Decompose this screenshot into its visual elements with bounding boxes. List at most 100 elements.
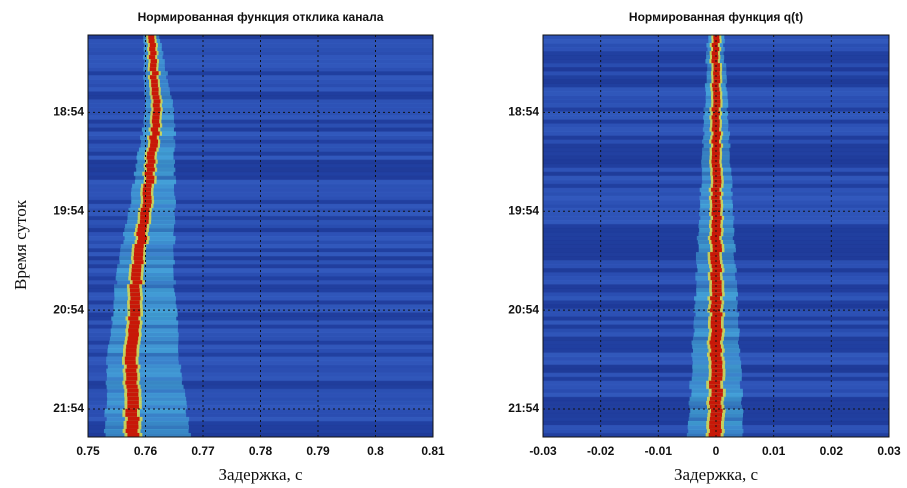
heatmap-core	[130, 300, 140, 305]
heatmap-core	[714, 67, 720, 72]
heatmap-core	[713, 75, 720, 80]
heatmap-core	[711, 59, 717, 64]
heatmap-core	[713, 91, 720, 96]
x-axis-label: Задержка, с	[674, 465, 759, 484]
chart-title: Нормированная функция q(t)	[629, 10, 803, 24]
heatmap-core	[711, 196, 719, 201]
y-tick-label: 18:54	[53, 105, 84, 119]
heatmap-core	[152, 119, 159, 124]
x-tick-label: 0.77	[191, 444, 215, 458]
heatmap-core	[713, 192, 721, 197]
heatmap-core	[712, 204, 721, 209]
heatmap-core	[148, 160, 156, 165]
heatmap-halo	[107, 377, 183, 382]
x-tick-label: 0.78	[249, 444, 273, 458]
heatmap-core	[128, 328, 138, 333]
heatmap-core	[150, 67, 156, 72]
heatmap-core	[711, 140, 719, 145]
heatmap-halo	[106, 381, 182, 386]
heatmap-core	[147, 168, 155, 173]
heatmap-core	[711, 393, 722, 398]
heatmap-core	[143, 192, 151, 197]
heatmap-core	[126, 349, 137, 354]
heatmap-core	[128, 316, 138, 321]
heatmap-core	[128, 337, 139, 342]
heatmap-core	[127, 425, 139, 430]
heatmap-core	[713, 248, 722, 253]
heatmap-core	[149, 148, 157, 153]
heatmap-core	[127, 397, 138, 402]
heatmap-halo	[110, 337, 179, 342]
heatmap-core	[130, 284, 140, 289]
heatmap-core	[149, 136, 157, 141]
heatmap-core	[712, 115, 719, 120]
x-tick-label: -0.01	[645, 444, 673, 458]
heatmap-core	[125, 369, 136, 374]
heatmap-core	[147, 156, 155, 161]
heatmap-core	[710, 272, 720, 277]
heatmap-core	[711, 365, 722, 370]
heatmap-halo	[120, 260, 175, 265]
heatmap-core	[712, 373, 723, 378]
heatmap-halo	[111, 316, 176, 321]
heatmap-core	[143, 200, 151, 205]
heatmap-core	[146, 176, 154, 181]
heatmap-core	[711, 160, 719, 165]
heatmap-core	[131, 296, 141, 301]
heatmap-core	[711, 260, 720, 265]
heatmap-core	[152, 71, 159, 76]
heatmap-halo	[107, 373, 182, 378]
heatmap-halo	[119, 256, 174, 261]
heatmap-core	[711, 377, 722, 382]
heatmap-core	[137, 240, 146, 245]
x-axis-label: Задержка, с	[218, 465, 303, 484]
x-tick-label: 0.75	[76, 444, 100, 458]
heatmap-halo	[108, 349, 179, 354]
heatmap-halo	[124, 228, 174, 233]
heatmap-core	[712, 55, 718, 60]
heatmap-halo	[111, 332, 179, 337]
y-tick-label: 19:54	[53, 203, 84, 217]
heatmap-core	[152, 131, 159, 136]
heatmap-halo	[106, 369, 180, 374]
heatmap-halo	[105, 425, 189, 430]
heatmap-core	[151, 83, 158, 88]
heatmap-core	[140, 212, 149, 217]
heatmap-core	[129, 324, 139, 329]
heatmap-core	[149, 55, 155, 60]
heatmap-core	[143, 196, 151, 201]
heatmap-core	[712, 43, 718, 48]
heatmap-halo	[114, 288, 174, 293]
heatmap-halo	[112, 324, 178, 329]
heatmap-core	[712, 328, 722, 333]
heatmap-core	[712, 312, 722, 317]
heatmap-halo	[121, 244, 173, 249]
heatmap-core	[709, 401, 720, 406]
heatmap-core	[712, 361, 723, 366]
heatmap-halo	[111, 328, 178, 333]
heatmap-core	[153, 103, 160, 108]
x-tick-label: 0.01	[762, 444, 786, 458]
heatmap-core	[713, 168, 721, 173]
heatmap-core	[130, 312, 140, 317]
heatmap-core	[150, 140, 158, 145]
heatmap-core	[134, 248, 143, 253]
x-tick-label: 0.02	[820, 444, 844, 458]
heatmap-core	[125, 409, 137, 414]
heatmap-core	[153, 95, 160, 100]
heatmap-core	[130, 288, 140, 293]
heatmap-halo	[120, 248, 173, 253]
heatmap-halo	[107, 393, 185, 398]
heatmap-core	[150, 51, 156, 56]
heatmap-core	[125, 381, 136, 386]
heatmap-core	[153, 123, 160, 128]
heatmap-halo	[106, 357, 178, 362]
heatmap-core	[143, 184, 151, 189]
y-tick-label: 21:54	[508, 401, 539, 415]
heatmap-core	[150, 43, 156, 48]
heatmap-core	[714, 79, 721, 84]
heatmap-core	[713, 216, 722, 221]
x-tick-label: -0.02	[587, 444, 615, 458]
heatmap-core	[150, 75, 157, 80]
heatmap-core	[128, 417, 140, 422]
